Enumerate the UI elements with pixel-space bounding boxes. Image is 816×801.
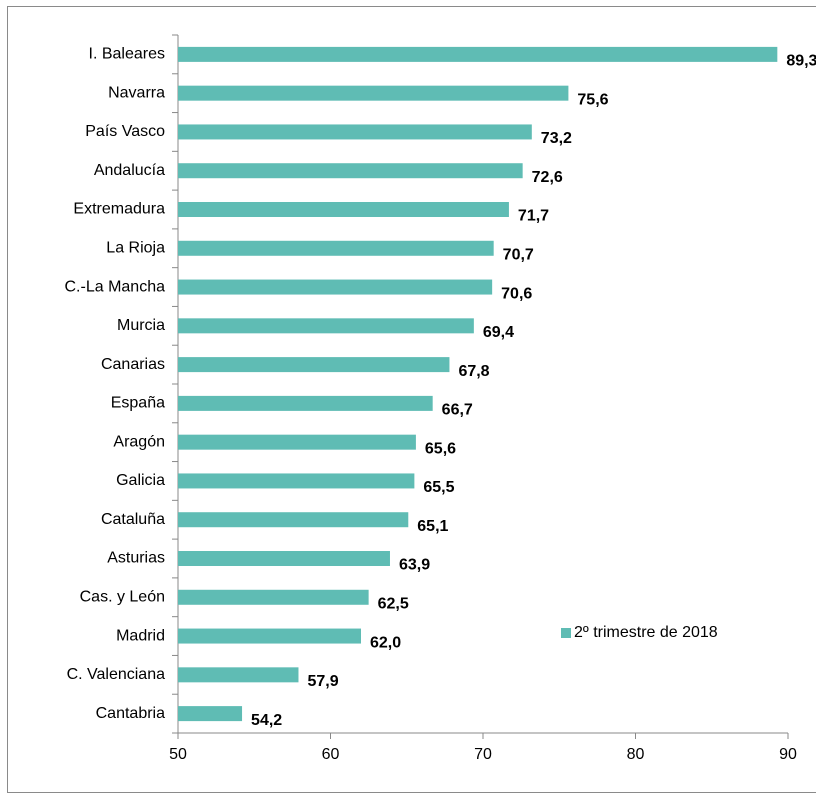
bar <box>178 706 243 722</box>
bar <box>178 551 390 566</box>
bar <box>178 202 509 217</box>
value-label: 54,2 <box>251 712 282 729</box>
value-label: 67,8 <box>458 363 489 380</box>
value-label: 63,9 <box>399 557 430 574</box>
value-label: 62,5 <box>378 595 409 612</box>
y-tick-label: Aragón <box>113 433 165 450</box>
value-label: 71,7 <box>518 208 549 225</box>
bar <box>178 434 416 450</box>
y-tick-label: Murcia <box>117 317 165 334</box>
value-label: 62,0 <box>370 634 401 651</box>
legend-label: 2º trimestre de 2018 <box>574 624 718 641</box>
y-tick-label: C.-La Mancha <box>65 278 166 295</box>
bar <box>178 124 532 140</box>
y-tick-label: Navarra <box>108 84 165 101</box>
x-tick-label: 70 <box>474 746 492 763</box>
y-tick-label: Cataluña <box>101 511 165 528</box>
bar <box>178 163 523 179</box>
value-label: 65,6 <box>425 440 456 457</box>
y-tick-label: España <box>111 395 165 412</box>
value-label: 70,7 <box>503 246 534 263</box>
y-tick-label: Galicia <box>116 472 165 489</box>
bar <box>178 46 778 62</box>
value-label: 65,5 <box>423 479 454 496</box>
value-label: 72,6 <box>532 169 563 186</box>
y-tick-label: Asturias <box>107 550 165 567</box>
value-label: 66,7 <box>442 402 473 419</box>
bar <box>178 473 415 489</box>
bar <box>178 628 361 644</box>
y-tick-label: Cantabria <box>96 705 165 722</box>
bar <box>178 85 569 101</box>
y-tick-label: Cas. y León <box>80 588 165 605</box>
bar <box>178 318 474 334</box>
bar <box>178 512 409 528</box>
bar <box>178 667 299 683</box>
value-label: 65,1 <box>417 518 448 535</box>
y-tick-label: Madrid <box>116 627 165 644</box>
bar <box>178 395 433 411</box>
y-tick-label: La Rioja <box>106 239 165 256</box>
value-label: 70,6 <box>501 285 532 302</box>
bar <box>178 589 369 605</box>
bar <box>178 357 450 373</box>
legend-swatch <box>561 628 571 638</box>
bar <box>178 279 493 295</box>
y-tick-label: I. Baleares <box>89 46 165 63</box>
x-tick-label: 50 <box>169 746 187 763</box>
y-tick-label: País Vasco <box>85 123 165 140</box>
bar <box>178 240 494 256</box>
y-tick-label: Extremadura <box>73 201 165 218</box>
value-label: 89,3 <box>786 53 816 70</box>
y-tick-label: Andalucía <box>94 162 165 179</box>
value-label: 73,2 <box>541 130 572 147</box>
value-label: 57,9 <box>307 673 338 690</box>
x-tick-label: 60 <box>322 746 340 763</box>
x-tick-label: 90 <box>779 746 797 763</box>
value-label: 69,4 <box>483 324 514 341</box>
x-tick-label: 80 <box>627 746 645 763</box>
value-label: 75,6 <box>577 91 608 108</box>
y-tick-label: C. Valenciana <box>67 666 166 683</box>
y-tick-label: Canarias <box>101 356 165 373</box>
